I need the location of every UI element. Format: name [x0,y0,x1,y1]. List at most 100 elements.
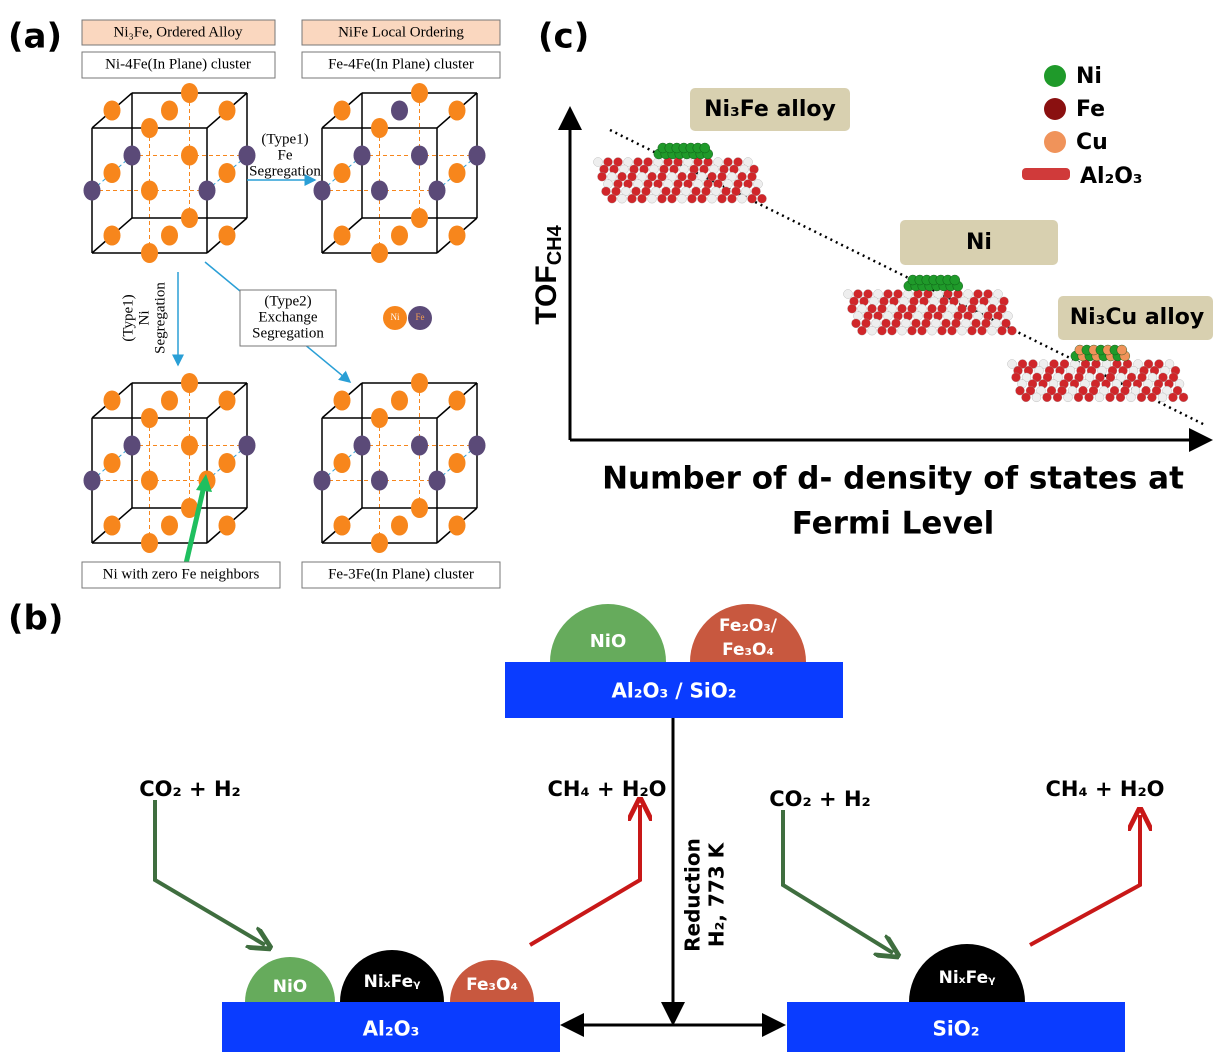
atom [333,225,351,246]
slab-atom [847,304,857,314]
slab-atom [997,326,1007,336]
slab-atom [857,326,867,336]
atom [448,225,466,246]
arrow-label: Ni [136,311,152,326]
atom [103,100,121,121]
slab-atom [717,194,727,204]
atom [391,100,408,121]
slab-atom [677,194,687,204]
slab-atom [627,172,637,182]
slab-atom [873,289,883,299]
slab-atom [1036,386,1046,396]
slab-atom [757,194,767,204]
slab-atom [1168,392,1178,402]
slab-atom [947,326,957,336]
slab-atom [1147,372,1158,382]
atom [333,453,351,473]
arrow-label: (Type1) [120,294,136,341]
slab-atom [727,172,737,182]
slab-atom [637,172,647,182]
box-caption: Ni-4Fe(In Plane) cluster [105,56,251,72]
slab-atom [657,172,667,182]
particle [690,604,806,662]
slab-atom [1057,386,1067,396]
point-box [900,220,1058,265]
slab-atom [621,186,631,196]
arrow-label: Exchange [258,309,317,325]
slab-atom [893,289,903,299]
pointer-arrowhead [196,474,212,492]
atom [411,145,428,166]
slab-atom [1032,372,1042,382]
atom [141,118,158,138]
slabs [593,142,1189,402]
atom [448,163,466,183]
atom [371,118,388,138]
product-label: CH₄ + H₂O [547,777,666,801]
slab-atom [747,194,757,204]
cluster-atom [699,142,710,154]
atom [371,243,388,263]
slab-atom [863,289,873,299]
slab-atom [1078,386,1088,396]
slab-atom [751,186,761,196]
atom [181,498,198,518]
slab-atom [1141,386,1151,396]
support-label: SiO₂ [932,1017,979,1041]
atom [161,100,178,121]
slab-atom [927,304,937,314]
slab-atom [1137,372,1147,382]
particle-label: NiO [273,977,308,997]
reactant-label: CO₂ + H₂ [769,787,870,811]
point-label: Ni₃Fe alloy [704,97,836,122]
slab-atom [1052,392,1063,402]
box-caption: Ni with zero Fe neighbors [103,566,260,582]
slab-atom [603,157,613,167]
slab-atom [1059,359,1070,369]
atom [181,208,198,228]
slab-atom [1046,386,1057,396]
atom [448,390,466,411]
slab-atom [1073,392,1084,402]
slab-atom [1031,392,1042,402]
product-arrow [1029,815,1140,947]
slab-atom [677,172,687,182]
slab-atom [1074,372,1084,382]
label-box [239,289,337,347]
slab-atom [1158,372,1168,382]
arrow-label: (Type2) [264,293,311,309]
atom [218,163,236,183]
slab-atom [991,318,1001,328]
slab-atom [601,186,611,196]
slab-atom [967,326,977,336]
slab-atom [983,289,993,299]
atom [141,180,158,201]
point-box [1058,296,1213,340]
atom [218,225,236,246]
atom [333,100,351,121]
slab-atom [1164,359,1175,369]
atom [353,145,371,166]
slab-atom [907,304,917,314]
arrow-label: Segregation [249,163,321,179]
support [505,662,843,718]
atom [371,180,388,201]
slab-atom [937,304,947,314]
slab-atom [937,326,947,336]
atom [103,390,121,411]
slab-atom [941,318,951,328]
slab-atom [881,318,891,328]
slab-atom [697,172,707,182]
slab-atom [707,172,717,182]
point-label: Ni₃Cu alloy [1070,305,1204,330]
slab-atom [931,318,941,328]
slab-atom [897,304,907,314]
slab-atom [631,186,641,196]
atom [371,408,388,428]
support-label: Al₂O₃ [363,1017,420,1041]
atom [218,515,236,536]
slab-atom [1067,386,1078,396]
slab-atom [651,186,661,196]
slab-atom [957,326,967,336]
atom [391,225,408,246]
